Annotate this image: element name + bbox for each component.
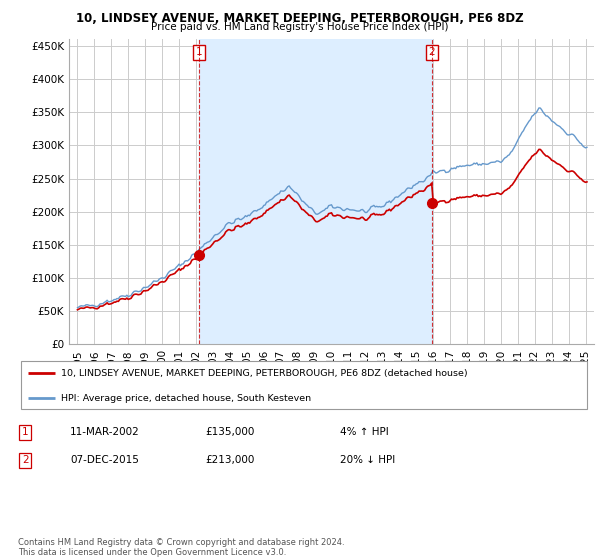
Text: 2: 2 xyxy=(22,455,29,465)
Text: 20% ↓ HPI: 20% ↓ HPI xyxy=(340,455,395,465)
Text: £135,000: £135,000 xyxy=(205,427,254,437)
Text: HPI: Average price, detached house, South Kesteven: HPI: Average price, detached house, Sout… xyxy=(61,394,311,403)
Text: 2: 2 xyxy=(428,48,435,58)
Bar xyxy=(199,39,432,344)
Text: Contains HM Land Registry data © Crown copyright and database right 2024.
This d: Contains HM Land Registry data © Crown c… xyxy=(18,538,344,557)
Text: 10, LINDSEY AVENUE, MARKET DEEPING, PETERBOROUGH, PE6 8DZ (detached house): 10, LINDSEY AVENUE, MARKET DEEPING, PETE… xyxy=(61,369,467,378)
FancyBboxPatch shape xyxy=(21,361,587,409)
Text: £213,000: £213,000 xyxy=(205,455,254,465)
Text: 07-DEC-2015: 07-DEC-2015 xyxy=(70,455,139,465)
Text: 11-MAR-2002: 11-MAR-2002 xyxy=(70,427,140,437)
Text: 10, LINDSEY AVENUE, MARKET DEEPING, PETERBOROUGH, PE6 8DZ: 10, LINDSEY AVENUE, MARKET DEEPING, PETE… xyxy=(76,12,524,25)
Text: 1: 1 xyxy=(22,427,29,437)
Text: Price paid vs. HM Land Registry's House Price Index (HPI): Price paid vs. HM Land Registry's House … xyxy=(151,22,449,32)
Text: 4% ↑ HPI: 4% ↑ HPI xyxy=(340,427,389,437)
Text: 1: 1 xyxy=(196,48,203,58)
